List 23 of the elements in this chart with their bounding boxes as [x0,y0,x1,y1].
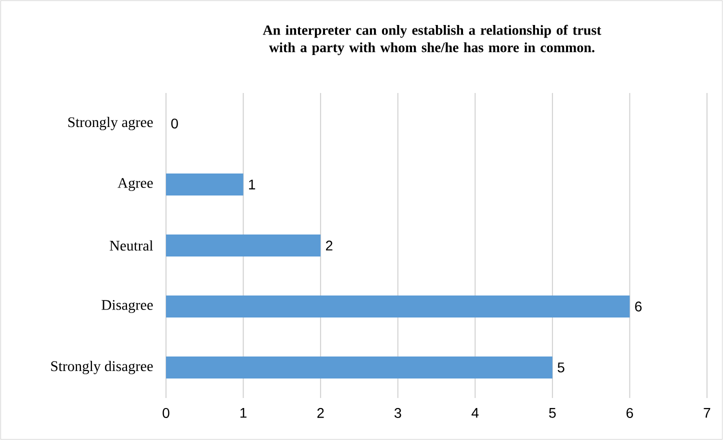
y-tick-label: Disagree [102,300,153,313]
y-tick-label: Neutral [110,240,154,251]
x-tick-label: 3 [394,408,402,418]
x-tick-label: 7 [704,408,710,418]
bar [166,356,552,379]
data-label: 1 [249,180,256,190]
data-label: 6 [635,302,642,312]
data-label: 0 [171,118,178,128]
bar [166,296,630,318]
x-tick-label: 0 [162,408,170,418]
bar [166,234,321,257]
data-label: 5 [558,362,564,372]
y-tick-label: Strongly disagree [51,360,153,374]
chart-title: An interpreter can only establish a relationship of trust with a party with whom she/he has more in common. [262,24,602,56]
x-tick-label: 6 [626,408,633,418]
x-tick-label: 1 [240,408,246,418]
y-tick-label: Strongly agree [68,116,153,130]
x-tick-label: 5 [549,408,556,418]
data-label: 2 [326,240,332,250]
x-tick-label: 4 [472,408,479,418]
y-tick-label: Agree [118,178,153,191]
x-tick-label: 2 [317,408,324,418]
bar [166,174,244,196]
